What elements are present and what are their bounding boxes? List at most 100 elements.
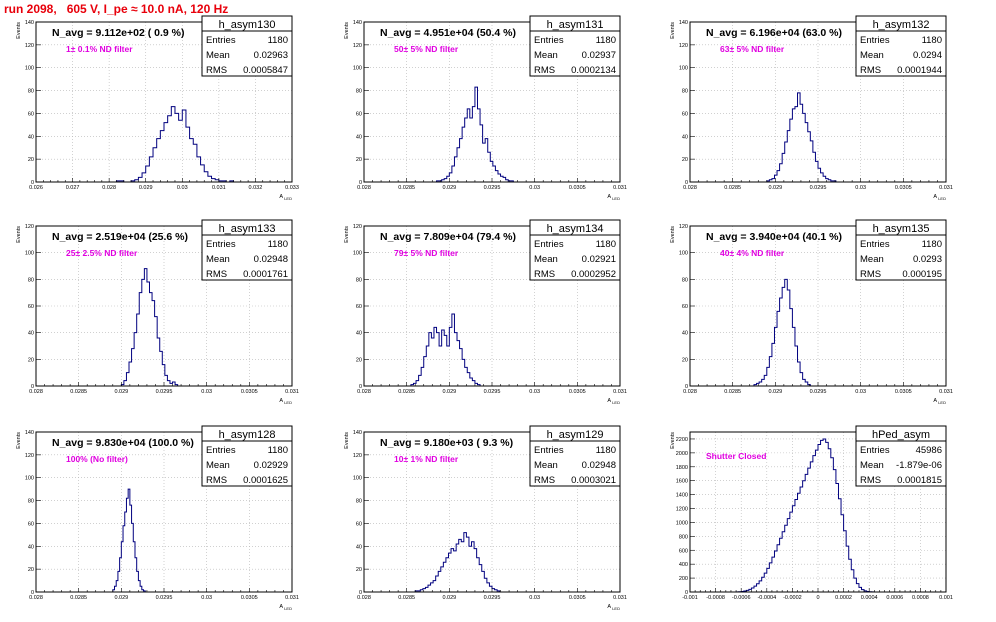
- stats-value: -1.879e-06: [896, 460, 942, 471]
- x-tick-label: 0.0305: [895, 389, 912, 395]
- x-tick-label: 0.029: [114, 389, 128, 395]
- histogram-line: [753, 278, 811, 386]
- stats-box: [855, 425, 947, 487]
- y-tick-label: 0: [685, 590, 688, 596]
- y-tick-label: 1600: [676, 479, 688, 485]
- navg-label: N_avg = 3.940e+04 (40.1 %): [706, 231, 842, 243]
- stats-value: 1180: [922, 35, 942, 46]
- y-tick-label: 120: [679, 224, 688, 230]
- panel-h_asym130: 0.026 0.027 0.028 0.029 0.03 0.031 0.032 0.033 0…: [16, 15, 299, 201]
- filter-label: 10± 1% ND filter: [394, 454, 459, 464]
- stats-key: RMS: [860, 65, 881, 76]
- panel-h_asym132: 0.028 0.0285 0.029 0.0295 0.03 0.0305 0.031 0 20…: [670, 15, 953, 201]
- x-tick-label: -0.0002: [783, 595, 802, 601]
- stats-key: Mean: [860, 460, 884, 471]
- x-tick-label: 0.001: [939, 595, 953, 601]
- y-tick-label: 100: [679, 66, 688, 72]
- stats-title: h_asym128: [219, 429, 276, 441]
- stats-key: RMS: [860, 269, 881, 280]
- x-tick-label: 0.03: [201, 389, 212, 395]
- stats-value: 0.0005847: [243, 65, 288, 76]
- x-tick-label: 0.029: [442, 185, 456, 191]
- stats-value: 0.0001625: [243, 475, 288, 486]
- stats-value: 1180: [268, 35, 288, 46]
- x-tick-label: 0.031: [212, 185, 226, 191]
- stats-box: [529, 425, 621, 487]
- x-tick-label: 0.03: [201, 595, 212, 601]
- stats-value: 1180: [268, 445, 288, 456]
- y-tick-label: 120: [353, 43, 362, 49]
- panel-hPed_asym: -0.001 -0.0008 -0.0006 -0.0004 -0.0002 0 0.000…: [670, 425, 953, 601]
- x-axis-label: A LED: [607, 194, 620, 201]
- y-tick-label: 800: [679, 534, 688, 540]
- y-tick-label: 120: [25, 43, 34, 49]
- y-tick-label: 400: [679, 562, 688, 568]
- histogram-line: [766, 92, 837, 182]
- y-tick-label: 60: [28, 521, 34, 527]
- y-tick-label: 100: [353, 251, 362, 257]
- y-axis-label: Events: [344, 432, 350, 449]
- stats-value: 0.0002134: [571, 65, 616, 76]
- y-tick-label: 120: [353, 453, 362, 459]
- x-tick-label: 0.028: [357, 185, 371, 191]
- x-axis-label: A LED: [279, 398, 292, 405]
- stats-value: 0.0294: [913, 50, 942, 61]
- y-tick-label: 20: [682, 157, 688, 163]
- x-tick-label: 0.0305: [569, 185, 586, 191]
- x-tick-label: 0.0305: [569, 595, 586, 601]
- filter-label: 100% (No filter): [66, 454, 128, 464]
- x-tick-label: 0.031: [613, 185, 627, 191]
- y-tick-label: 0: [31, 384, 34, 390]
- y-tick-label: 140: [25, 430, 34, 436]
- y-tick-label: 0: [359, 590, 362, 596]
- stats-value: 45986: [916, 445, 942, 456]
- y-tick-label: 1800: [676, 465, 688, 471]
- x-tick-label: 0.029: [114, 595, 128, 601]
- y-tick-label: 1200: [676, 507, 688, 513]
- stats-value: 0.0003021: [571, 475, 616, 486]
- y-tick-label: 20: [356, 357, 362, 363]
- stats-title: h_asym135: [873, 223, 930, 235]
- navg-label: N_avg = 6.196e+04 (63.0 %): [706, 27, 842, 39]
- x-tick-label: 0.0002: [835, 595, 852, 601]
- stats-value: 1180: [596, 239, 616, 250]
- x-tick-label: -0.001: [682, 595, 698, 601]
- filter-label: 50± 5% ND filter: [394, 44, 459, 54]
- filter-label: Shutter Closed: [706, 451, 766, 461]
- x-tick-label: 0.031: [285, 595, 299, 601]
- x-tick-label: 0.0305: [241, 389, 258, 395]
- stats-key: Entries: [206, 35, 236, 46]
- y-tick-label: 60: [28, 304, 34, 310]
- stats-key: Mean: [860, 254, 884, 265]
- navg-label: N_avg = 9.180e+03 ( 9.3 %): [380, 437, 513, 449]
- y-tick-label: 20: [28, 157, 34, 163]
- stats-value: 0.02948: [254, 254, 288, 265]
- stats-title: h_asym134: [547, 223, 604, 235]
- stats-key: RMS: [534, 65, 555, 76]
- stats-key: Entries: [534, 35, 564, 46]
- x-tick-label: 0.031: [939, 185, 953, 191]
- panel-h_asym129: 0.028 0.0285 0.029 0.0295 0.03 0.0305 0.031 0 20…: [344, 425, 627, 611]
- x-tick-label: 0.029: [442, 389, 456, 395]
- stats-title: h_asym133: [219, 223, 276, 235]
- y-tick-label: 40: [356, 134, 362, 140]
- x-tick-label: 0.033: [285, 185, 299, 191]
- y-tick-label: 40: [682, 134, 688, 140]
- y-tick-label: 1000: [676, 520, 688, 526]
- x-tick-label: 0.028: [29, 389, 43, 395]
- y-tick-label: 100: [25, 476, 34, 482]
- y-axis-label: Events: [344, 22, 350, 39]
- navg-label: N_avg = 2.519e+04 (25.6 %): [52, 231, 188, 243]
- x-tick-label: 0.0285: [398, 595, 415, 601]
- run-title: run 2098, 605 V, I_pe ≈ 10.0 nA, 120 Hz: [4, 2, 229, 16]
- y-tick-label: 120: [25, 224, 34, 230]
- histogram-line: [436, 86, 514, 182]
- stats-key: Mean: [534, 50, 558, 61]
- y-tick-label: 120: [353, 224, 362, 230]
- stats-key: Entries: [534, 239, 564, 250]
- panel-h_asym133: 0.028 0.0285 0.029 0.0295 0.03 0.0305 0.031 0 20…: [16, 219, 299, 405]
- stats-value: 0.000195: [902, 269, 942, 280]
- x-tick-label: 0.029: [768, 389, 782, 395]
- x-tick-label: 0.0285: [70, 389, 87, 395]
- y-tick-label: 20: [28, 357, 34, 363]
